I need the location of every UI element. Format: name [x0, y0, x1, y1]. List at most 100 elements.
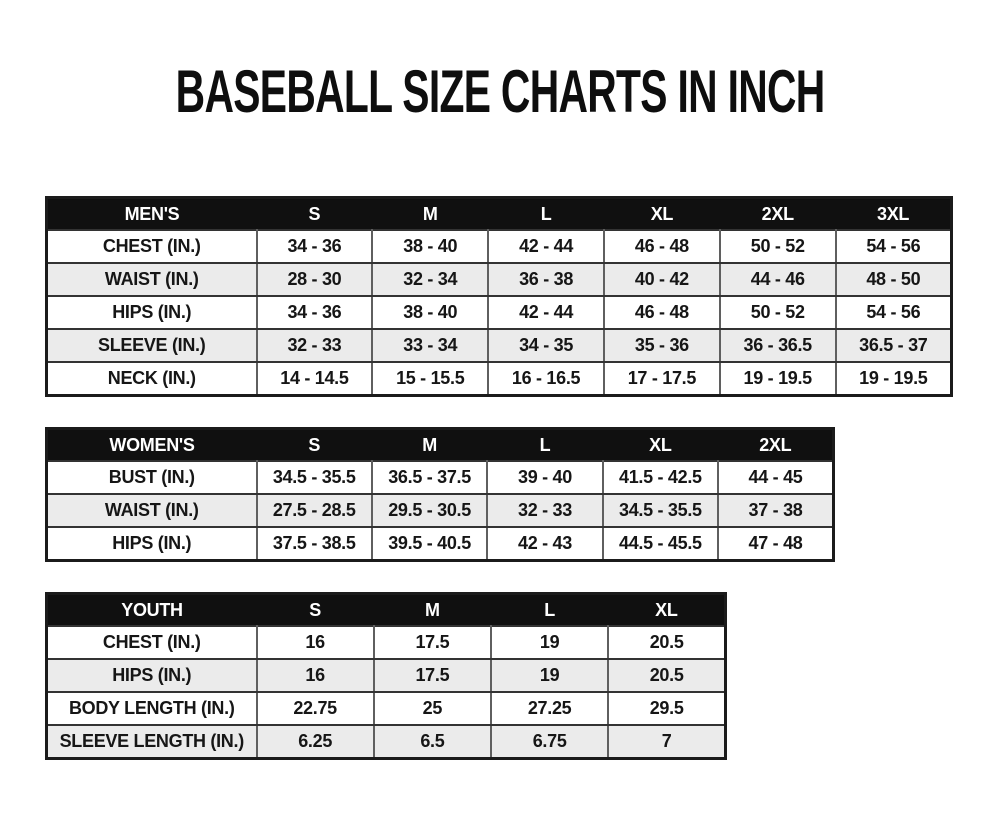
header-row: WOMEN'S S M L XL 2XL [46, 428, 835, 462]
size-column-header: S [255, 428, 373, 462]
size-value-cell: 41.5 - 42.5 [601, 460, 720, 495]
row-label: BODY LENGTH (IN.) [46, 691, 258, 726]
table-title-cell: YOUTH [46, 593, 257, 627]
size-column-header: S [255, 593, 375, 627]
size-value-cell: 36.5 - 37.5 [370, 460, 489, 495]
size-value-cell: 37 - 38 [717, 493, 834, 528]
size-value-cell: 19 - 19.5 [718, 361, 837, 397]
size-value-cell: 44 - 46 [718, 262, 837, 297]
size-column-header: S [256, 197, 373, 231]
table-title-cell: MEN'S [46, 197, 257, 231]
size-value-cell: 14 - 14.5 [255, 361, 374, 397]
size-value-cell: 38 - 40 [371, 295, 490, 330]
table-title-cell: WOMEN'S [46, 428, 257, 462]
header-row: MEN'S S M L XL 2XL 3XL [46, 197, 952, 231]
table-row: HIPS (IN.) 37.5 - 38.5 39.5 - 40.5 42 - 43 4… [46, 526, 834, 562]
size-value-cell: 6.5 [372, 724, 493, 760]
size-value-cell: 32 - 33 [255, 328, 374, 363]
size-column-header: XL [603, 197, 721, 231]
row-label: NECK (IN.) [46, 361, 258, 397]
row-label: WAIST (IN.) [46, 262, 258, 297]
size-value-cell: 17 - 17.5 [602, 361, 721, 397]
size-value-cell: 37.5 - 38.5 [255, 526, 373, 562]
youth-size-table: YOUTH S M L XL CHEST (IN.) 16 17.5 19 20.5 HIPS (I… [45, 592, 727, 760]
header-row: YOUTH S M L XL [46, 593, 727, 627]
table-row: HIPS (IN.) 34 - 36 38 - 40 42 - 44 46 - 48 50… [46, 295, 952, 330]
size-column-header: XL [607, 593, 727, 627]
size-value-cell: 6.75 [489, 724, 610, 760]
size-value-cell: 32 - 33 [486, 493, 604, 528]
size-column-header: L [487, 197, 605, 231]
size-value-cell: 19 [489, 625, 610, 660]
size-value-cell: 54 - 56 [834, 295, 952, 330]
size-column-header: M [371, 197, 489, 231]
size-value-cell: 44 - 45 [717, 460, 834, 495]
size-value-cell: 16 [255, 625, 375, 660]
size-value-cell: 16 [255, 658, 375, 693]
size-value-cell: 35 - 36 [602, 328, 721, 363]
size-value-cell: 36 - 38 [487, 262, 605, 297]
size-value-cell: 19 [489, 658, 610, 693]
size-value-cell: 48 - 50 [834, 262, 952, 297]
size-value-cell: 22.75 [255, 691, 375, 726]
row-label: HIPS (IN.) [46, 658, 258, 693]
size-column-header: M [373, 593, 492, 627]
size-value-cell: 42 - 43 [486, 526, 604, 562]
size-value-cell: 46 - 48 [602, 295, 721, 330]
page-title-text: BASEBALL SIZE CHARTS IN INCH [175, 58, 826, 125]
size-value-cell: 34 - 35 [487, 328, 605, 363]
table-row: SLEEVE LENGTH (IN.) 6.25 6.5 6.75 7 [46, 724, 726, 760]
row-label: WAIST (IN.) [46, 493, 258, 528]
size-value-cell: 40 - 42 [602, 262, 721, 297]
size-column-header: L [486, 428, 604, 462]
size-column-header: L [490, 593, 609, 627]
size-value-cell: 16 - 16.5 [487, 361, 605, 397]
size-value-cell: 54 - 56 [834, 229, 952, 264]
size-value-cell: 6.25 [255, 724, 375, 760]
table-row: SLEEVE (IN.) 32 - 33 33 - 34 34 - 35 35 - 36… [46, 328, 952, 363]
size-value-cell: 42 - 44 [487, 229, 605, 264]
row-label: SLEEVE (IN.) [46, 328, 258, 363]
size-value-cell: 34.5 - 35.5 [601, 493, 720, 528]
size-value-cell: 28 - 30 [255, 262, 374, 297]
size-value-cell: 27.5 - 28.5 [255, 493, 373, 528]
size-column-header: 3XL [835, 197, 952, 231]
size-value-cell: 34 - 36 [255, 229, 374, 264]
size-value-cell: 34 - 36 [255, 295, 374, 330]
size-value-cell: 44.5 - 45.5 [601, 526, 720, 562]
row-label: HIPS (IN.) [46, 295, 258, 330]
table-row: WAIST (IN.) 28 - 30 32 - 34 36 - 38 40 - 42 4… [46, 262, 952, 297]
table-row: BODY LENGTH (IN.) 22.75 25 27.25 29.5 [46, 691, 726, 726]
size-value-cell: 36.5 - 37 [834, 328, 952, 363]
size-value-cell: 20.5 [607, 625, 726, 660]
size-value-cell: 34.5 - 35.5 [255, 460, 373, 495]
size-value-cell: 25 [372, 691, 493, 726]
size-value-cell: 50 - 52 [718, 295, 837, 330]
row-label: CHEST (IN.) [46, 625, 258, 660]
mens-size-table: MEN'S S M L XL 2XL 3XL CHEST (IN.) 34 - 36 38 - 4… [45, 196, 953, 397]
size-value-cell: 20.5 [607, 658, 726, 693]
womens-size-table: WOMEN'S S M L XL 2XL BUST (IN.) 34.5 - 35.5 36.5… [45, 427, 835, 562]
size-value-cell: 27.25 [489, 691, 610, 726]
size-value-cell: 32 - 34 [371, 262, 490, 297]
row-label: BUST (IN.) [46, 460, 258, 495]
size-column-header: M [371, 428, 488, 462]
size-value-cell: 36 - 36.5 [718, 328, 837, 363]
table-row: HIPS (IN.) 16 17.5 19 20.5 [46, 658, 726, 693]
size-value-cell: 38 - 40 [371, 229, 490, 264]
size-tables: MEN'S S M L XL 2XL 3XL CHEST (IN.) 34 - 36 38 - 4… [45, 196, 1000, 760]
table-row: CHEST (IN.) 34 - 36 38 - 40 42 - 44 46 - 48 5… [46, 229, 952, 264]
size-value-cell: 17.5 [372, 625, 493, 660]
table-row: BUST (IN.) 34.5 - 35.5 36.5 - 37.5 39 - 40 4… [46, 460, 834, 495]
size-value-cell: 39.5 - 40.5 [370, 526, 489, 562]
size-value-cell: 19 - 19.5 [834, 361, 952, 397]
size-value-cell: 15 - 15.5 [371, 361, 490, 397]
size-value-cell: 7 [607, 724, 726, 760]
size-value-cell: 50 - 52 [718, 229, 837, 264]
size-column-header: XL [602, 428, 719, 462]
page-title: BASEBALL SIZE CHARTS IN INCH [0, 62, 1000, 122]
size-value-cell: 29.5 - 30.5 [370, 493, 489, 528]
size-value-cell: 33 - 34 [371, 328, 490, 363]
row-label: SLEEVE LENGTH (IN.) [46, 724, 258, 760]
size-value-cell: 47 - 48 [717, 526, 834, 562]
